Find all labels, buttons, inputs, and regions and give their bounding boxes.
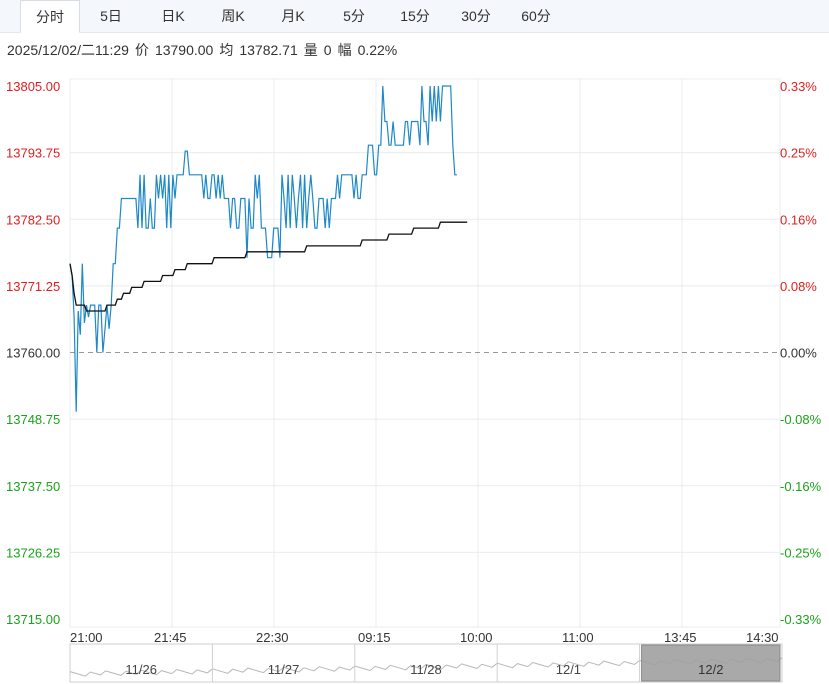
y-tick-label-left: 13760.00 [6, 346, 60, 361]
tab-30min[interactable]: 30分 [461, 8, 491, 24]
info-amp: 0.22% [357, 42, 398, 58]
tab-monthly-k[interactable]: 月K [281, 8, 305, 24]
y-tick-label-left: 13737.50 [6, 479, 60, 494]
info-avg: 13782.71 [239, 42, 298, 58]
x-tick-label: 21:45 [154, 630, 187, 645]
y-tick-label-right: 0.16% [780, 212, 817, 227]
quote-info-bar: 2025/12/02/二11:29 价 13790.00 均 13782.71 量 0 幅 0.… [7, 40, 403, 60]
y-tick-label-right: 0.08% [780, 279, 817, 294]
tab-5min[interactable]: 5分 [343, 8, 365, 24]
info-avg-label: 均 [219, 42, 234, 58]
info-price-label: 价 [134, 42, 149, 58]
tab-intraday[interactable]: 分时 [20, 0, 80, 33]
navigator-date-label: 12/2 [698, 662, 723, 677]
x-tick-label: 11:00 [562, 630, 594, 645]
y-tick-label-left: 13715.00 [6, 612, 60, 627]
tab-60min[interactable]: 60分 [521, 8, 551, 24]
y-tick-label-right: 0.33% [780, 79, 817, 94]
y-tick-label-right: -0.25% [780, 545, 822, 560]
y-tick-label-left: 13726.25 [6, 545, 60, 560]
x-tick-label: 09:15 [358, 630, 391, 645]
info-vol: 0 [323, 42, 332, 58]
tab-5day[interactable]: 5日 [100, 8, 122, 24]
x-tick-label: 22:30 [256, 630, 289, 645]
y-tick-label-left: 13805.00 [6, 79, 60, 94]
tab-15min[interactable]: 15分 [400, 8, 430, 24]
price-line [69, 85, 457, 412]
x-tick-label: 14:30 [746, 630, 779, 645]
info-datetime: 2025/12/02/二11:29 [7, 42, 129, 58]
chart-period-tabs: 分时 5日 日K 周K 月K 5分 15分 30分 60分 [0, 0, 829, 33]
avg-price-line [69, 221, 468, 312]
x-tick-label: 10:00 [460, 630, 493, 645]
y-tick-label-left: 13771.25 [6, 279, 60, 294]
y-tick-label-left: 13793.75 [6, 146, 60, 161]
y-tick-label-right: -0.16% [780, 479, 822, 494]
navigator-date-label: 12/1 [556, 662, 581, 677]
tab-weekly-k[interactable]: 周K [221, 8, 245, 24]
y-tick-label-left: 13782.50 [6, 212, 60, 227]
navigator-date-label: 11/27 [268, 662, 300, 677]
info-amp-label: 幅 [337, 42, 352, 58]
navigator-date-label: 11/26 [125, 662, 157, 677]
info-price: 13790.00 [154, 42, 214, 58]
y-tick-label-left: 13748.75 [6, 412, 60, 427]
y-tick-label-right: -0.08% [780, 412, 822, 427]
y-tick-label-right: 0.25% [780, 146, 817, 161]
navigator-selected-window[interactable] [641, 644, 781, 682]
x-tick-label: 13:45 [664, 630, 697, 645]
y-tick-label-right: -0.33% [780, 612, 822, 627]
y-tick-label-right: 0.00% [780, 346, 817, 361]
x-tick-label: 21:00 [70, 630, 103, 645]
info-vol-label: 量 [303, 42, 318, 58]
navigator-date-label: 11/28 [410, 662, 442, 677]
tab-daily-k[interactable]: 日K [161, 8, 185, 24]
